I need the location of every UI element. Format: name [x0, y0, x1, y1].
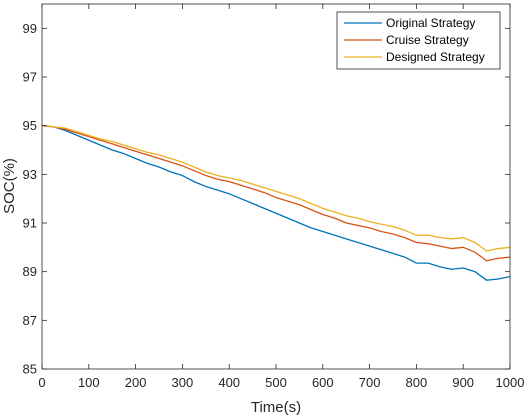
legend-label: Original Strategy: [386, 16, 475, 30]
x-axis-ticks: 0 100 200 300 400 500 600 700 800 900 1000: [38, 4, 524, 390]
y-tick-label: 97: [23, 70, 37, 85]
series-line-cruise-strategy: [41, 125, 511, 262]
series-line-designed-strategy: [41, 125, 511, 252]
x-tick-label: 600: [312, 375, 334, 390]
x-tick-label: 100: [78, 375, 100, 390]
x-axis-title: Time(s): [251, 399, 301, 416]
y-tick-label: 99: [23, 21, 37, 36]
x-tick-label: 0: [38, 375, 45, 390]
y-tick-label: 93: [23, 167, 37, 182]
x-tick-label: 800: [406, 375, 428, 390]
x-tick-label: 1000: [496, 375, 525, 390]
series-line-original-strategy: [41, 125, 511, 281]
x-tick-label: 700: [359, 375, 381, 390]
y-tick-label: 91: [23, 216, 37, 231]
y-axis-title: SOC(%): [1, 158, 18, 214]
legend-label: Cruise Strategy: [386, 33, 469, 47]
y-tick-label: 85: [23, 362, 37, 377]
x-tick-label: 500: [265, 375, 287, 390]
y-tick-label: 87: [23, 313, 37, 328]
x-tick-label: 400: [218, 375, 240, 390]
y-tick-label: 95: [23, 118, 37, 133]
x-tick-label: 300: [172, 375, 194, 390]
x-tick-label: 900: [452, 375, 474, 390]
y-axis-ticks: 85 87 89 91 93 95 97 99: [23, 21, 510, 377]
legend-label: Designed Strategy: [386, 50, 485, 64]
y-tick-label: 89: [23, 264, 37, 279]
legend: Original Strategy Cruise Strategy Designed…: [336, 11, 501, 70]
series-layer: [41, 125, 511, 281]
x-tick-label: 200: [125, 375, 147, 390]
